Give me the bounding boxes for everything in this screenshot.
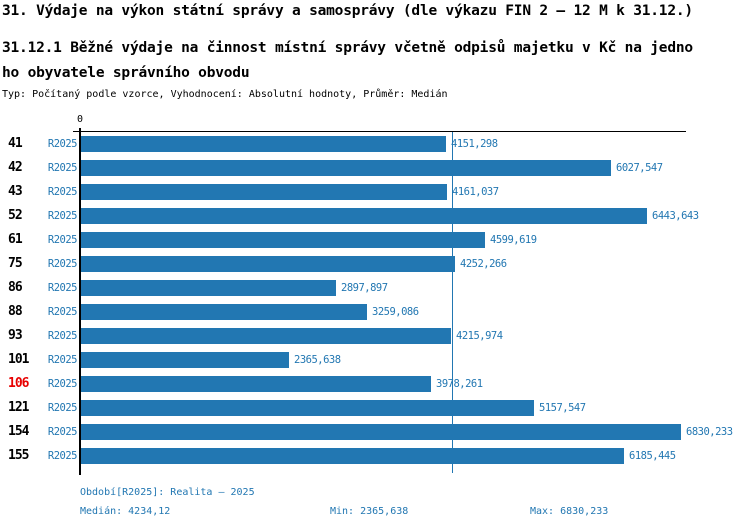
row-category-label: 41 [8, 136, 23, 151]
report-subtitle-line-1: 31.12.1 Běžné výdaje na činnost místní s… [2, 40, 693, 56]
bar-value-label: 4599,619 [490, 234, 537, 246]
row-category-label: 88 [8, 304, 23, 319]
chart-row: 86 R2025 2897,897 [0, 280, 750, 296]
value-bar [81, 352, 289, 368]
chart-row: 61 R2025 4599,619 [0, 232, 750, 248]
chart-row: 106 R2025 3978,261 [0, 376, 750, 392]
value-bar [81, 448, 624, 464]
row-category-label: 93 [8, 328, 23, 343]
row-category-label: 101 [8, 352, 29, 367]
bar-value-label: 4161,037 [452, 186, 499, 198]
median-reference-line [452, 132, 453, 473]
chart-row: 75 R2025 4252,266 [0, 256, 750, 272]
bar-value-label: 5157,547 [539, 402, 586, 414]
max-summary: Max: 6830,233 [530, 506, 609, 517]
bar-value-label: 4252,266 [460, 258, 507, 270]
row-category-label: 86 [8, 280, 23, 295]
row-category-label: 155 [8, 448, 29, 463]
y-axis-line [79, 128, 81, 475]
x-axis-line [73, 131, 686, 132]
value-bar [81, 424, 681, 440]
row-category-label: 75 [8, 256, 23, 271]
value-bar [81, 160, 611, 176]
bar-value-label: 3259,086 [372, 306, 419, 318]
value-bar [81, 400, 534, 416]
value-bar [81, 256, 455, 272]
row-category-label: 154 [8, 424, 29, 439]
row-series-label: R2025 [47, 354, 78, 366]
row-series-label: R2025 [47, 450, 78, 462]
report-meta: Typ: Počítaný podle vzorce, Vyhodnocení:… [2, 89, 448, 100]
chart-row: 154 R2025 6830,233 [0, 424, 750, 440]
value-bar [81, 328, 451, 344]
report-subtitle-line-2: ho obyvatele správního obvodu [2, 65, 250, 81]
bar-value-label: 6443,643 [652, 210, 699, 222]
chart-row: 93 R2025 4215,974 [0, 328, 750, 344]
value-bar [81, 136, 446, 152]
median-summary: Medián: 4234,12 [80, 506, 171, 517]
row-series-label: R2025 [47, 402, 78, 414]
chart-row: 43 R2025 4161,037 [0, 184, 750, 200]
row-series-label: R2025 [47, 210, 78, 222]
value-bar [81, 208, 647, 224]
row-series-label: R2025 [47, 330, 78, 342]
chart-row: 121 R2025 5157,547 [0, 400, 750, 416]
row-series-label: R2025 [47, 306, 78, 318]
min-summary: Min: 2365,638 [330, 506, 409, 517]
row-category-label: 121 [8, 400, 29, 415]
value-bar [81, 232, 485, 248]
chart-row: 52 R2025 6443,643 [0, 208, 750, 224]
bar-value-label: 3978,261 [436, 378, 483, 390]
bar-value-label: 2365,638 [294, 354, 341, 366]
row-series-label: R2025 [47, 258, 78, 270]
row-series-label: R2025 [47, 426, 78, 438]
chart-row: 42 R2025 6027,547 [0, 160, 750, 176]
bar-value-label: 6830,233 [686, 426, 733, 438]
row-series-label: R2025 [47, 378, 78, 390]
value-bar [81, 304, 367, 320]
row-category-label: 42 [8, 160, 23, 175]
bar-value-label: 4151,298 [451, 138, 498, 150]
row-series-label: R2025 [47, 138, 78, 150]
period-label: Období[R2025]: Realita – 2025 [80, 487, 255, 498]
chart-row: 101 R2025 2365,638 [0, 352, 750, 368]
row-category-label: 106 [8, 376, 29, 391]
bar-value-label: 4215,974 [456, 330, 503, 342]
row-series-label: R2025 [47, 162, 78, 174]
value-bar [81, 280, 336, 296]
row-category-label: 43 [8, 184, 23, 199]
chart-row: 88 R2025 3259,086 [0, 304, 750, 320]
bar-value-label: 6027,547 [616, 162, 663, 174]
row-category-label: 61 [8, 232, 23, 247]
x-axis-zero-tick-label: 0 [76, 114, 84, 125]
chart-row: 155 R2025 6185,445 [0, 448, 750, 464]
value-bar [81, 376, 431, 392]
bar-value-label: 6185,445 [629, 450, 676, 462]
row-series-label: R2025 [47, 186, 78, 198]
row-category-label: 52 [8, 208, 23, 223]
value-bar [81, 184, 447, 200]
row-series-label: R2025 [47, 282, 78, 294]
bar-value-label: 2897,897 [341, 282, 388, 294]
chart-row: 41 R2025 4151,298 [0, 136, 750, 152]
report-title: 31. Výdaje na výkon státní správy a samo… [2, 3, 693, 19]
row-series-label: R2025 [47, 234, 78, 246]
